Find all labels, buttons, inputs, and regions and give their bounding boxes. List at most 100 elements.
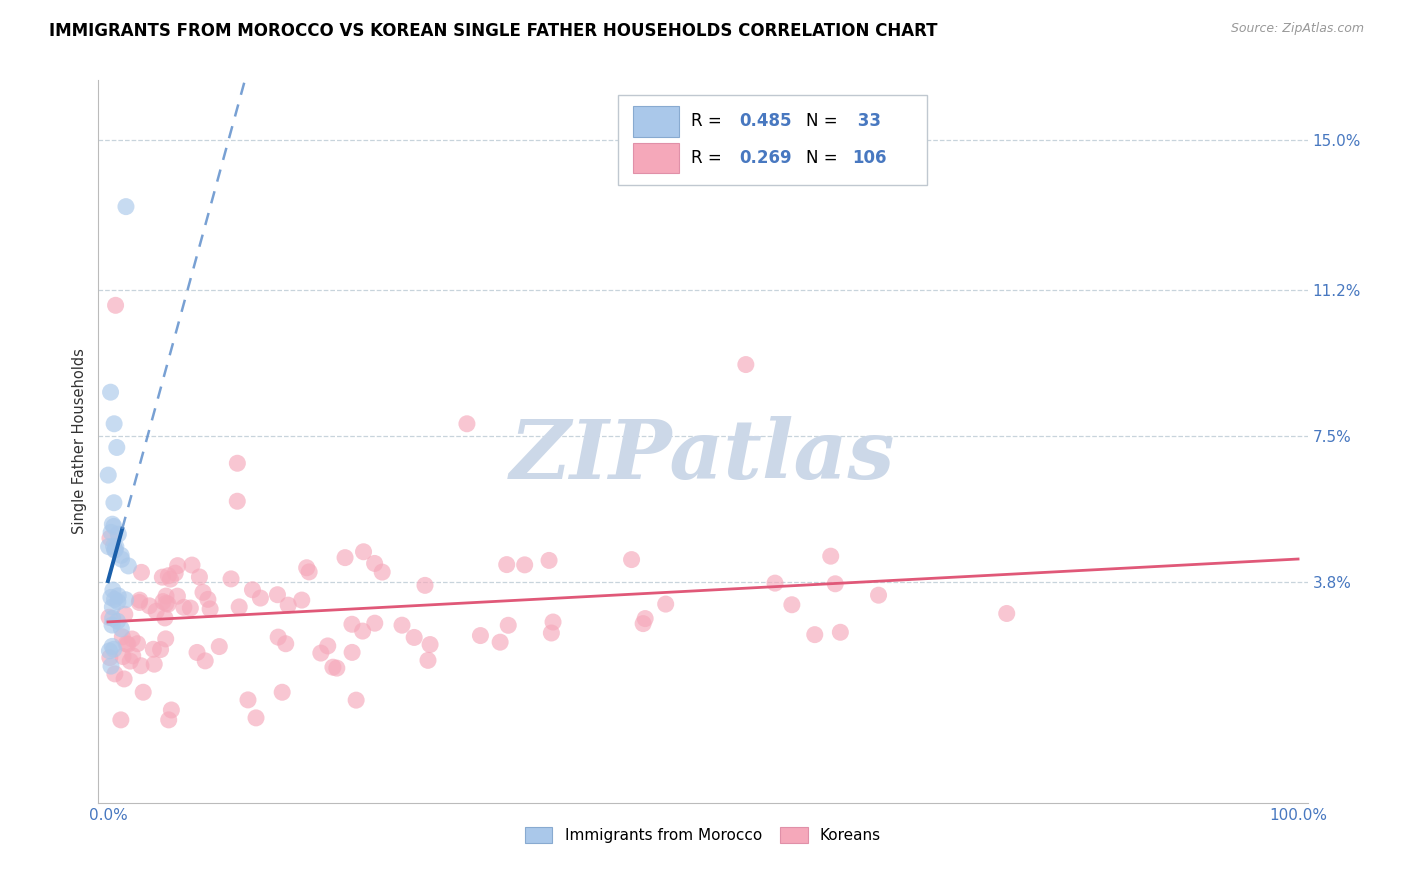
Point — [100, 385, 122, 400]
Point — [780, 598, 803, 612]
Point — [101, 611, 124, 625]
Point — [107, 589, 129, 603]
Point — [107, 595, 129, 609]
Point — [404, 631, 426, 645]
Point — [364, 616, 387, 631]
Point — [198, 602, 221, 616]
FancyBboxPatch shape — [633, 143, 679, 173]
Point — [98, 531, 121, 545]
Point — [291, 593, 314, 607]
Text: IMMIGRANTS FROM MOROCCO VS KOREAN SINGLE FATHER HOUSEHOLDS CORRELATION CHART: IMMIGRANTS FROM MOROCCO VS KOREAN SINGLE… — [49, 22, 938, 40]
Point — [316, 639, 339, 653]
Point — [98, 610, 121, 624]
Point — [101, 517, 124, 532]
Point — [179, 601, 201, 615]
Point — [150, 570, 173, 584]
Point — [245, 711, 267, 725]
Point — [157, 713, 180, 727]
Point — [197, 592, 219, 607]
Point — [155, 589, 177, 603]
Point — [353, 545, 375, 559]
Point — [191, 585, 214, 599]
Point — [121, 648, 143, 663]
Point — [103, 642, 125, 657]
Point — [103, 417, 125, 431]
Point — [541, 615, 564, 629]
Legend: Immigrants from Morocco, Koreans: Immigrants from Morocco, Koreans — [519, 822, 887, 849]
Point — [107, 614, 129, 628]
Point — [309, 646, 332, 660]
Point — [470, 629, 492, 643]
Point — [138, 599, 160, 613]
Point — [142, 642, 165, 657]
FancyBboxPatch shape — [619, 95, 927, 185]
Point — [107, 527, 129, 541]
Point — [166, 558, 188, 573]
Point — [117, 558, 139, 573]
Point — [181, 558, 204, 573]
Point — [734, 358, 756, 372]
Point — [416, 653, 439, 667]
Point — [129, 658, 152, 673]
Point — [186, 645, 208, 659]
Point — [824, 576, 846, 591]
Point — [110, 713, 132, 727]
Point — [188, 570, 211, 584]
Point — [295, 560, 318, 574]
Point — [363, 557, 385, 571]
Point — [97, 540, 120, 554]
Point — [271, 685, 294, 699]
Text: 0.269: 0.269 — [740, 149, 792, 168]
Point — [267, 630, 290, 644]
Point — [413, 578, 436, 592]
Text: 0.485: 0.485 — [740, 112, 792, 130]
Point — [277, 598, 299, 612]
Point — [226, 494, 249, 508]
Point — [156, 597, 179, 611]
Point — [344, 693, 367, 707]
Point — [274, 637, 297, 651]
Point — [103, 539, 125, 553]
Point — [120, 654, 142, 668]
Point — [340, 617, 363, 632]
Point — [489, 635, 512, 649]
Point — [152, 594, 174, 608]
Point — [110, 622, 132, 636]
Point — [160, 703, 183, 717]
Point — [127, 637, 149, 651]
Point — [128, 593, 150, 607]
Point — [654, 597, 676, 611]
Point — [132, 685, 155, 699]
Point — [100, 659, 122, 673]
Point — [371, 565, 394, 579]
Point — [540, 626, 562, 640]
Point — [131, 566, 153, 580]
Point — [103, 592, 125, 607]
Text: R =: R = — [690, 149, 727, 168]
Point — [236, 693, 259, 707]
Point — [226, 456, 249, 470]
Point — [98, 650, 121, 665]
Point — [128, 595, 150, 609]
Point — [104, 666, 127, 681]
Point — [326, 661, 349, 675]
Text: R =: R = — [690, 112, 727, 130]
Point — [103, 519, 125, 533]
Point — [110, 549, 132, 563]
Point — [352, 624, 374, 638]
Text: N =: N = — [806, 112, 842, 130]
Point — [868, 588, 890, 602]
Point — [634, 611, 657, 625]
Point — [143, 657, 166, 672]
Text: 106: 106 — [852, 149, 886, 168]
Point — [820, 549, 842, 564]
Point — [266, 588, 288, 602]
Point — [100, 525, 122, 540]
Point — [111, 630, 134, 644]
Point — [101, 618, 124, 632]
Point — [165, 566, 187, 581]
Point — [249, 591, 271, 605]
Point — [513, 558, 536, 572]
Point — [103, 496, 125, 510]
Point — [208, 640, 231, 654]
